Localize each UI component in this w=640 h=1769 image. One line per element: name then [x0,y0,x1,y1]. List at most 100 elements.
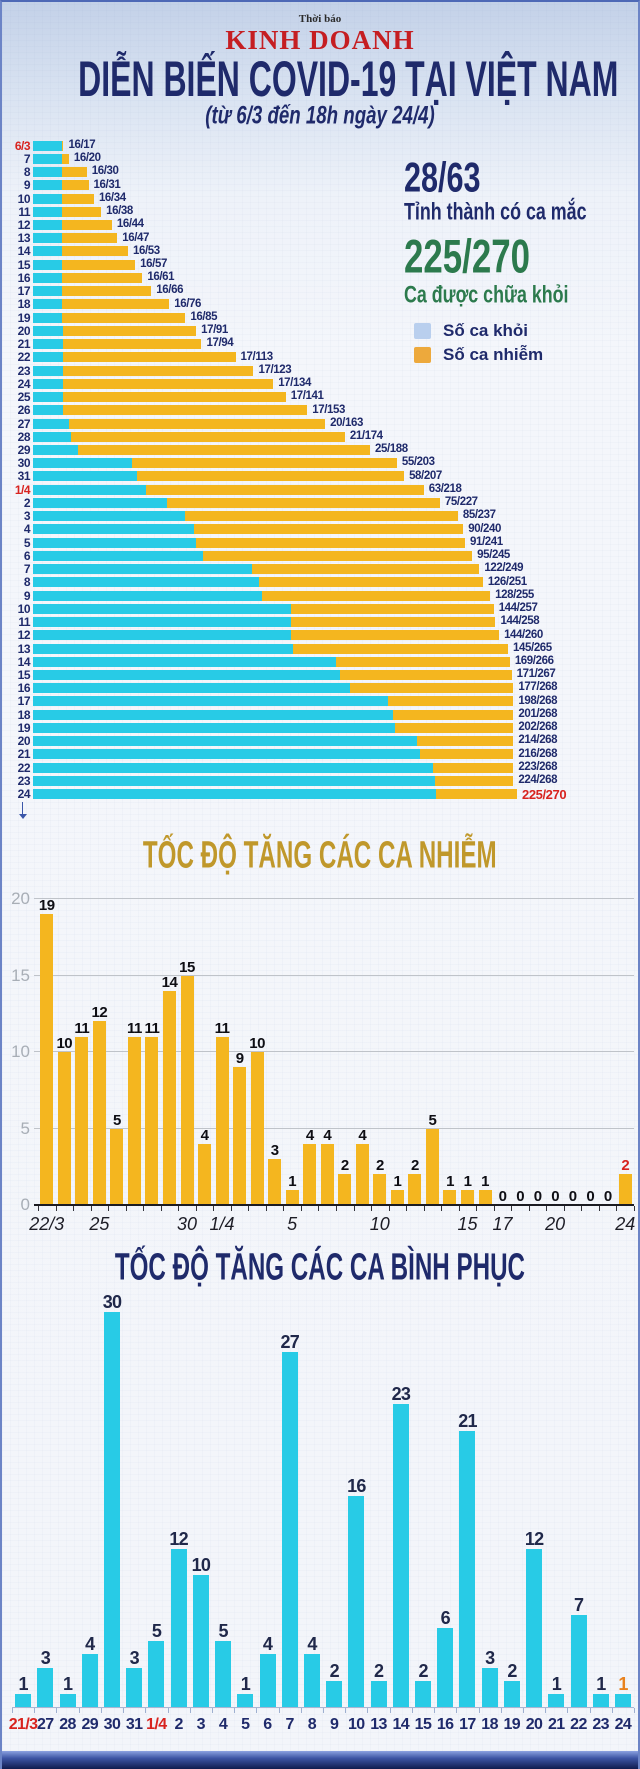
row-value-label: 95/245 [477,550,510,562]
row-bar-track: 21/174 [33,432,383,442]
cumulative-row: 275/227 [6,496,638,509]
axis-tick [634,1708,635,1713]
cumulative-row: 3158/207 [6,470,638,483]
recovered-bar [33,749,420,759]
row-value-label: 17/91 [201,325,228,337]
row-bar-track: 16/30 [33,167,119,177]
cumulative-row: 13145/265 [6,642,638,655]
row-value-label: 214/268 [518,735,557,747]
bar-value-label: 6 [441,1609,450,1627]
bar-value-label: 1 [596,1675,605,1693]
daily-infections-bar [110,1129,123,1206]
infections-chart-plot: 1910111251111141541191031442421251110000… [38,899,634,1205]
bar-value-label: 0 [569,1189,577,1204]
bar-value-label: 4 [307,1635,316,1653]
bar-slot: 19 [38,898,56,1205]
axis-tick [101,1708,102,1713]
recovered-bar [33,657,336,667]
infected-bar [69,419,325,429]
recovered-bar [33,313,62,323]
bar-value-label: 15 [179,960,195,975]
axis-tick [323,1708,324,1713]
row-bar-track: 144/260 [33,630,543,640]
daily-recoveries-bar [215,1641,231,1707]
daily-infections-bar [75,1037,88,1205]
infected-bar [62,246,128,256]
daily-recoveries-bar [171,1549,187,1707]
bar-slot: 5 [108,1113,126,1206]
x-axis-label: 22 [570,1716,587,1734]
bar-value-label: 3 [41,1649,50,1667]
recovered-bar [33,419,69,429]
daily-infections-bar [163,991,176,1205]
row-bar-track: 144/257 [33,604,537,614]
x-axis-label: 29 [81,1716,98,1734]
recovered-bar [33,405,63,415]
row-value-label: 16/34 [99,193,126,205]
row-date-label: 17 [6,695,33,707]
row-bar-track: 90/240 [33,524,501,534]
daily-infections-bar [268,1159,281,1205]
axis-tick [564,1206,565,1211]
bar-slot: 5 [424,1113,442,1206]
row-date-label: 15 [6,259,33,271]
row-date-label: 23 [6,775,33,787]
row-bar-track: 17/91 [33,326,228,336]
axis-tick [213,1206,214,1211]
axis-tick [256,1708,257,1713]
axis-tick [590,1708,591,1713]
daily-infections-bar [443,1190,456,1205]
infected-bar [132,458,397,468]
row-value-label: 16/47 [122,233,149,245]
row-value-label: 91/241 [470,537,503,549]
bar-slot: 1 [234,1675,256,1707]
bar-slot: 0 [529,1189,547,1205]
bar-slot: 4 [79,1635,101,1707]
bar-value-label: 0 [499,1189,507,1204]
bar-value-label: 4 [201,1128,209,1143]
axis-tick [441,1206,442,1211]
infected-bar [63,405,307,415]
row-bar-track: 145/265 [33,644,552,654]
recovered-bar [33,591,262,601]
axis-tick [412,1708,413,1713]
daily-recoveries-bar [393,1404,409,1707]
row-value-label: 144/260 [504,630,543,642]
axis-tick [283,1206,284,1211]
infected-bar [62,233,118,243]
bar-value-label: 4 [323,1128,331,1143]
x-axis-label: 15 [415,1716,432,1734]
infected-bar [62,220,112,230]
bar-slot: 0 [581,1189,599,1205]
bar-value-label: 2 [330,1662,339,1680]
bar-slot: 2 [371,1158,389,1205]
row-bar-track: 128/255 [33,591,534,601]
bar-value-label: 11 [74,1021,89,1036]
recovered-bar [33,776,435,786]
recovered-bar [33,736,417,746]
recovered-bar [33,498,167,508]
daily-recoveries-bar [82,1654,98,1707]
cumulative-row: 21216/268 [6,748,638,761]
row-bar-track: 122/249 [33,564,523,574]
x-axis-label: 22/3 [29,1214,64,1235]
recoveries-chart-plot: 131430351210514274216223262132121711 [12,1312,634,1707]
row-bar-track: 214/268 [33,736,557,746]
row-date-label: 12 [6,629,33,641]
recovered-bar [33,723,395,733]
cumulative-row: 2821/174 [6,430,638,443]
infected-bar [393,710,513,720]
infographic-canvas: Thời báo KINH DOANH DIỄN BIẾN COVID-19 T… [0,0,640,1769]
axis-tick [634,1206,635,1211]
bar-slot: 30 [101,1293,123,1707]
x-axis-label: 2 [174,1716,182,1734]
row-value-label: 177/268 [518,682,557,694]
recovered-bar [33,710,393,720]
bar-value-label: 1 [446,1174,454,1189]
x-axis-label: 10 [370,1214,390,1235]
infected-bar [194,524,463,534]
x-axis-label: 21/3 [9,1716,38,1734]
axis-tick [79,1708,80,1713]
recovered-bar [33,286,62,296]
axis-tick [234,1708,235,1713]
